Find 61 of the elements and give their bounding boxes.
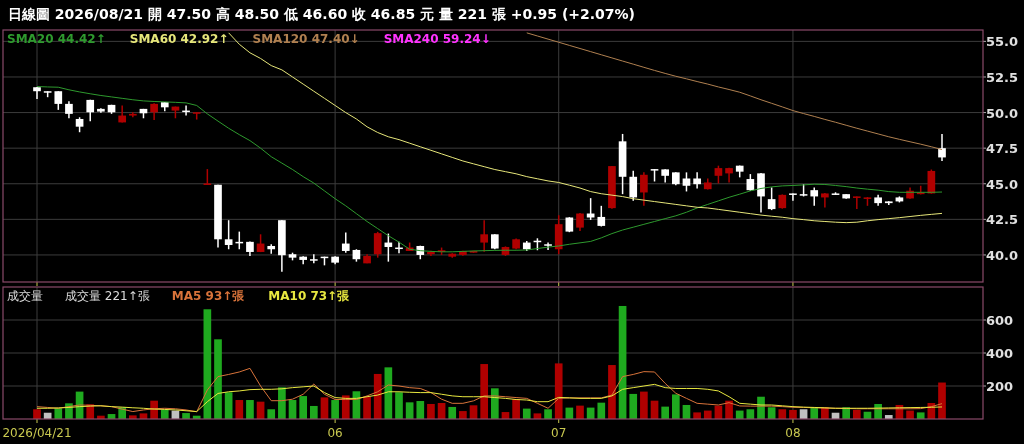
bar (246, 400, 254, 419)
y-tick-label: 50.0 (986, 105, 1019, 121)
bar (267, 409, 276, 419)
bar (725, 400, 733, 419)
y-tick-label: 600 (986, 313, 1014, 328)
chart-title: 日線圖 2026/08/21 開 47.50 高 48.50 低 46.60 收 46.85 元 量 221 張 +0.95 (+2.07%) (8, 6, 635, 22)
bar (459, 411, 467, 419)
bar (214, 339, 222, 419)
bar (916, 412, 925, 419)
bar (938, 382, 946, 419)
bar (448, 406, 457, 419)
bar (309, 405, 318, 419)
bar (512, 399, 520, 419)
series-label: SMA60 42.92↑ (129, 32, 229, 46)
y-tick-label: 45.0 (986, 176, 1019, 192)
y-tick-label: 400 (986, 346, 1014, 361)
legend-label: SMA240 59.24↓ (383, 32, 491, 46)
bar (331, 400, 339, 419)
bar (416, 401, 425, 419)
bar (852, 409, 861, 419)
annotation: 成交量 221↑張 (65, 289, 150, 303)
bar (427, 403, 435, 419)
bar (544, 409, 552, 419)
bar (629, 393, 638, 419)
text: MA10 73↑張 (268, 289, 351, 303)
bar (640, 391, 648, 419)
bar (235, 400, 244, 419)
text: SMA20 44.42↑ (7, 32, 106, 46)
bar (576, 405, 584, 419)
x-tick-label: 06 (327, 426, 343, 440)
text: SMA120 47.40↓ (252, 32, 360, 46)
bar (693, 412, 701, 419)
bar (490, 388, 499, 419)
y-tick-label: 47.5 (986, 141, 1019, 157)
annotation: 成交量 (7, 289, 43, 303)
bar (341, 395, 350, 419)
bar (480, 364, 489, 419)
bar (299, 396, 308, 419)
bar (395, 392, 403, 419)
x-tick-label: 08 (785, 426, 801, 440)
x-tick-label: 2026/04/21 (2, 426, 72, 440)
bar (522, 408, 531, 419)
y-tick-label: 52.5 (986, 69, 1019, 85)
bar (661, 406, 670, 419)
bar (363, 396, 371, 419)
bar (597, 402, 606, 419)
bar (778, 409, 787, 419)
bar (33, 409, 41, 419)
text: MA5 93↑張 (171, 289, 246, 303)
bar (608, 365, 616, 419)
bar (373, 373, 382, 419)
bar (160, 409, 169, 419)
y-tick-label: 42.5 (986, 212, 1019, 228)
x-tick-label: 07 (551, 426, 567, 440)
bar (278, 387, 286, 419)
y-tick-label: 55.0 (986, 34, 1019, 50)
bar (789, 409, 797, 419)
bar (554, 363, 563, 419)
y-tick-label: 200 (986, 379, 1014, 394)
y-tick-label: 40.0 (986, 247, 1019, 263)
bar (671, 394, 680, 419)
